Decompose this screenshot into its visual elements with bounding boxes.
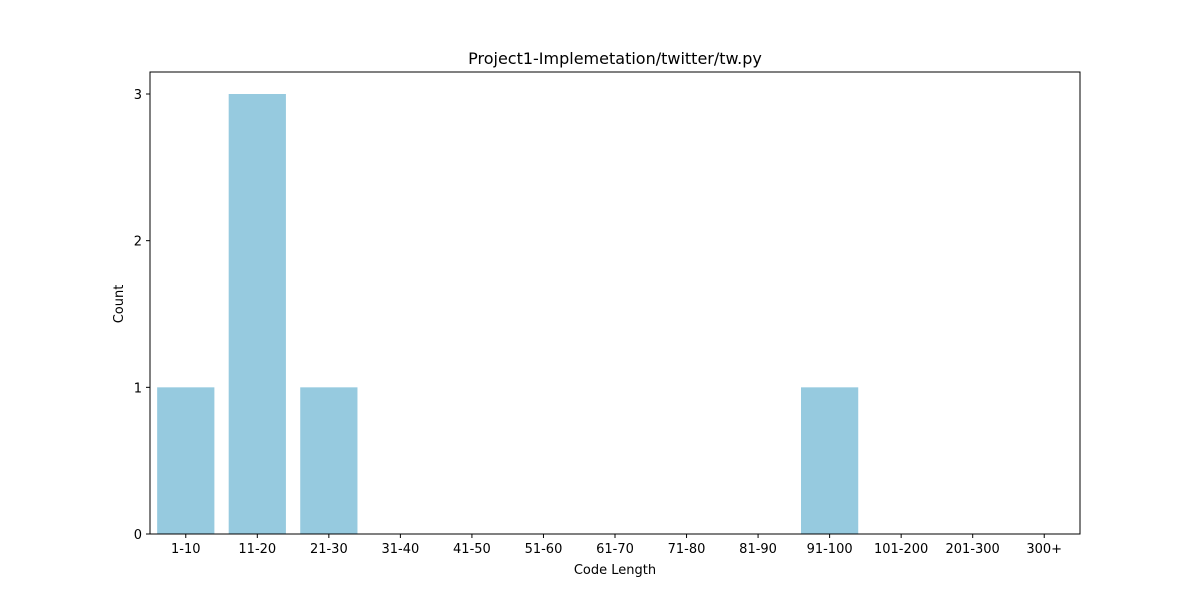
chart-title: Project1-Implemetation/twitter/tw.py <box>468 49 762 68</box>
bars-layer <box>157 94 859 534</box>
x-tick-label: 1-10 <box>171 542 201 557</box>
x-tick-label: 300+ <box>1026 542 1062 557</box>
y-axis-ticks: 0 1 2 3 <box>134 88 150 543</box>
y-tick-label: 0 <box>134 528 142 543</box>
bar-11-20 <box>228 94 286 534</box>
x-tick-label: 81-90 <box>739 542 777 557</box>
x-tick-label: 101-200 <box>874 542 928 557</box>
x-tick-label: 91-100 <box>807 542 853 557</box>
axes-layer <box>149 71 1081 535</box>
x-tick-label: 71-80 <box>668 542 706 557</box>
y-tick-label: 1 <box>134 381 142 396</box>
y-tick-label: 2 <box>134 235 142 250</box>
x-tick-label: 31-40 <box>381 542 419 557</box>
x-tick-label: 21-30 <box>310 542 348 557</box>
bar-91-100 <box>801 387 859 534</box>
bar-1-10 <box>157 387 215 534</box>
x-tick-label: 201-300 <box>946 542 1000 557</box>
x-tick-label: 51-60 <box>525 542 563 557</box>
x-axis-label: Code Length <box>574 563 656 578</box>
y-tick-label: 3 <box>134 88 142 103</box>
x-tick-label: 11-20 <box>238 542 276 557</box>
x-tick-label: 41-50 <box>453 542 491 557</box>
x-tick-label: 61-70 <box>596 542 634 557</box>
plot-frame <box>149 71 1081 535</box>
y-axis-label: Count <box>112 285 127 324</box>
bar-21-30 <box>300 387 358 534</box>
x-axis-ticks: 1-10 11-20 21-30 31-40 41-50 51-60 61-70 71-80 8… <box>171 534 1062 557</box>
